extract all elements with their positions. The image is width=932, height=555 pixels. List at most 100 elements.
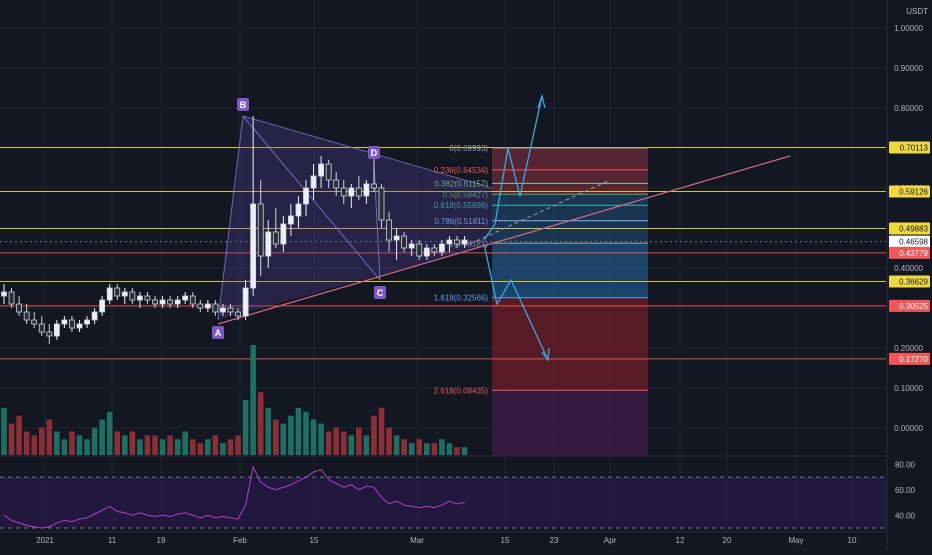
volume-bar — [310, 419, 317, 455]
candle-up — [121, 291, 128, 297]
volume-bar — [295, 407, 302, 455]
candle-up — [287, 215, 294, 225]
volume-bar — [386, 427, 392, 455]
volume-bar — [280, 423, 287, 455]
price-tag — [889, 141, 930, 154]
volume-bar — [159, 439, 166, 455]
target-zone-mid — [492, 243, 648, 298]
fib-level-label: 0.382(0.61157) — [434, 179, 488, 188]
candle-up — [250, 203, 257, 289]
volume-bar — [1, 407, 7, 455]
fib-level-label: 2.618(0.09435) — [434, 386, 489, 395]
volume-bar — [363, 435, 370, 455]
candle-down — [454, 239, 460, 245]
rsi-tick-label: 80.00 — [895, 460, 916, 469]
candle-up — [310, 175, 317, 189]
fib-level-label: 1(0.46181) — [449, 239, 488, 248]
candle-down — [197, 303, 204, 309]
volume-bar — [167, 435, 173, 455]
time-tick-label: 20 — [723, 536, 732, 545]
candle-down — [31, 319, 38, 325]
volume-bar — [242, 400, 249, 455]
currency-label: USDT — [906, 7, 928, 16]
time-tick-label: 10 — [848, 536, 857, 545]
candle-down — [227, 307, 234, 313]
volume-bar — [325, 431, 332, 455]
price-tick-label: 0.10000 — [894, 384, 923, 393]
time-tick-label: May — [788, 536, 803, 545]
candle-up — [174, 299, 181, 305]
price-tag — [889, 246, 930, 259]
volume-bar — [416, 439, 423, 455]
price-tag-label: 0.46598 — [899, 238, 928, 247]
pattern-point-label: A — [215, 328, 222, 338]
time-tick-label: 11 — [108, 536, 117, 545]
volume-bar — [189, 439, 196, 455]
volume-bar — [424, 443, 430, 455]
candle-down — [333, 179, 340, 189]
rising-trendline — [217, 155, 791, 325]
volume-bar — [333, 427, 339, 455]
pattern-fill — [218, 116, 492, 320]
volume-bar — [393, 435, 400, 455]
fib-level-label: 0.236(0.64534) — [434, 166, 489, 175]
price-tick-label: 0.00000 — [894, 424, 923, 433]
time-tick-label: 23 — [550, 536, 559, 545]
candle-up — [1, 291, 7, 297]
price-tag-label: 0.59126 — [899, 187, 928, 196]
candle-down — [325, 163, 332, 181]
volume-bar — [461, 447, 468, 455]
volume-bar — [235, 435, 241, 455]
candle-down — [69, 319, 75, 329]
time-tick-label: 15 — [310, 536, 319, 545]
price-tag-label: 0.36629 — [899, 277, 928, 286]
candle-up — [303, 187, 309, 205]
pattern-point-label: D — [371, 148, 378, 158]
candle-down — [431, 247, 438, 253]
candle-down — [235, 311, 241, 317]
price-tag — [889, 222, 930, 235]
time-tick-label: 2021 — [36, 536, 54, 545]
volume-bar — [408, 443, 415, 455]
rsi-line — [3, 465, 465, 529]
candle-up — [242, 287, 249, 317]
candle-down — [371, 183, 377, 189]
candle-down — [38, 323, 45, 333]
pattern-point-badge — [374, 286, 386, 299]
volume-bar — [106, 411, 113, 455]
volume-bar — [401, 439, 407, 455]
volume-bar — [144, 435, 151, 455]
price-tick-label: 0.80000 — [894, 104, 923, 113]
price-tick-label: 0.90000 — [894, 64, 923, 73]
dashed-projection — [469, 179, 611, 245]
volume-bar — [174, 439, 181, 455]
pattern-upper-edge — [242, 115, 493, 189]
bearish-projection — [483, 243, 549, 361]
candle-down — [212, 303, 219, 313]
time-tick-label: 15 — [501, 536, 510, 545]
volume-bar — [431, 443, 438, 455]
pattern-point-badge — [368, 146, 380, 159]
volume-bar — [76, 435, 83, 455]
price-tick-label: 0.40000 — [894, 264, 923, 273]
time-tick-label: 12 — [676, 536, 685, 545]
time-tick-label: Mar — [410, 536, 424, 545]
volume-bar — [31, 435, 37, 455]
rsi-band — [0, 477, 886, 528]
price-tag — [889, 299, 930, 312]
fib-level-label: 0.786(0.51811) — [434, 217, 488, 226]
candle-down — [16, 303, 23, 313]
candle-down — [189, 295, 196, 305]
candle-up — [363, 183, 370, 197]
candle-up — [53, 323, 60, 337]
candle-down — [167, 299, 174, 305]
stop-zone — [492, 297, 648, 391]
bearish-arrowhead — [541, 347, 550, 362]
volume-bar — [129, 431, 136, 455]
volume-bar — [212, 435, 219, 455]
volume-bar — [265, 407, 272, 455]
candle-down — [8, 291, 15, 305]
volume-bar — [152, 435, 158, 455]
